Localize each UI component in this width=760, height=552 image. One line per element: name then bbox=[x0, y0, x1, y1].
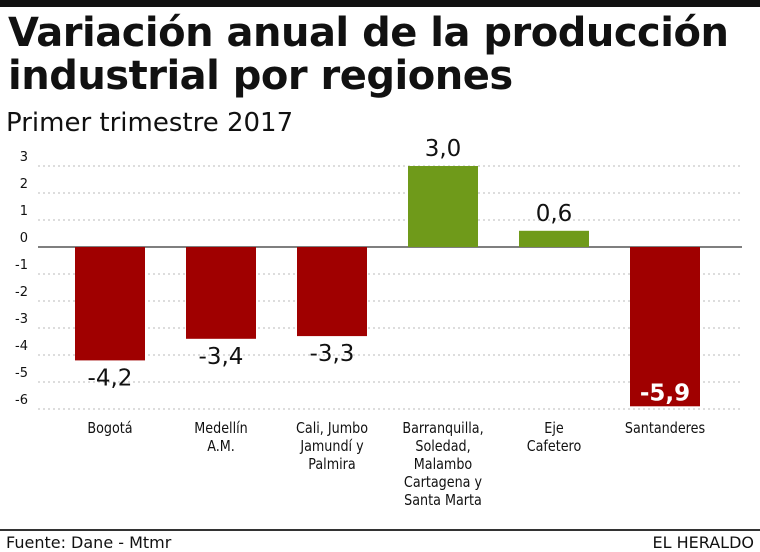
x-tick-label: A.M. bbox=[207, 438, 235, 455]
y-tick-label: 0 bbox=[20, 231, 28, 246]
y-tick-label: 3 bbox=[20, 150, 28, 165]
y-tick-label: -6 bbox=[15, 393, 28, 408]
y-tick-label: 1 bbox=[20, 204, 28, 219]
x-tick-label: Cafetero bbox=[527, 438, 582, 455]
x-tick-label: Malambo bbox=[414, 456, 472, 473]
bar bbox=[297, 247, 367, 337]
source-note: Fuente: Dane - Mtmr bbox=[6, 533, 172, 552]
y-tick-label: 2 bbox=[20, 177, 28, 192]
bar bbox=[519, 230, 589, 247]
y-tick-label: -5 bbox=[15, 366, 28, 381]
x-tick-label: Eje bbox=[544, 420, 563, 437]
y-tick-label: -3 bbox=[15, 312, 28, 327]
bar bbox=[75, 247, 145, 361]
chart-title: Variación anual de la producción industr… bbox=[8, 10, 729, 99]
x-tick-label: Bogotá bbox=[87, 420, 132, 437]
top-bar bbox=[0, 0, 760, 7]
bar bbox=[186, 247, 256, 339]
data-label: -3,3 bbox=[310, 341, 355, 367]
data-label: 3,0 bbox=[425, 136, 462, 162]
x-tick-label: Santanderes bbox=[625, 420, 705, 437]
bar bbox=[630, 247, 700, 407]
x-tick-label: Medellín bbox=[194, 420, 247, 437]
x-tick-label: Barranquilla, bbox=[402, 420, 483, 437]
data-label: -5,9 bbox=[640, 380, 690, 406]
footer-divider bbox=[0, 529, 760, 531]
publisher-name: EL HERALDO bbox=[652, 533, 755, 552]
x-tick-label: Palmira bbox=[308, 456, 355, 473]
x-tick-label: Cali, Jumbo bbox=[296, 420, 368, 437]
y-tick-label: -4 bbox=[15, 339, 28, 354]
bar bbox=[408, 166, 478, 247]
x-tick-label: Cartagena y bbox=[404, 474, 482, 491]
data-label: -3,4 bbox=[199, 344, 244, 370]
data-label: 0,6 bbox=[536, 201, 573, 227]
x-tick-label: Jamundí y bbox=[299, 438, 363, 455]
y-tick-label: -1 bbox=[15, 258, 28, 273]
chart-subtitle: Primer trimestre 2017 bbox=[6, 108, 294, 138]
x-tick-label: Soledad, bbox=[415, 438, 470, 455]
y-tick-label: -2 bbox=[15, 285, 28, 300]
x-tick-label: Santa Marta bbox=[404, 492, 482, 509]
data-label: -4,2 bbox=[88, 365, 133, 391]
